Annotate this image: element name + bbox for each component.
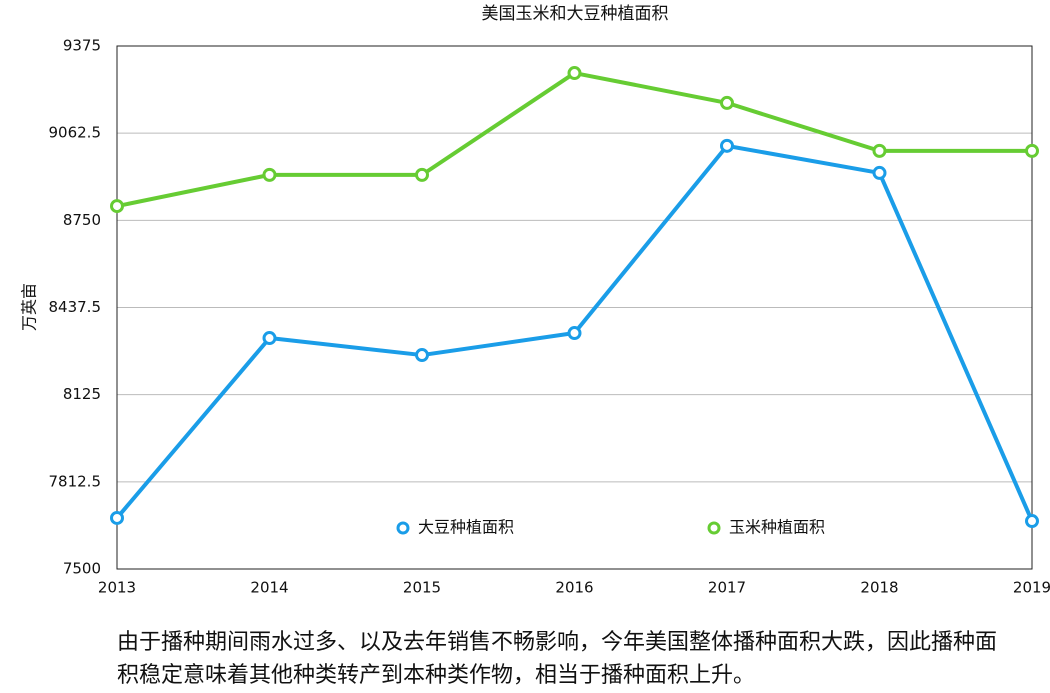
- y-tick-label: 9062.5: [49, 124, 102, 142]
- legend-marker: [396, 521, 410, 535]
- x-tick-label: 2013: [98, 579, 136, 597]
- x-tick-label: 2016: [555, 579, 593, 597]
- x-tick-label: 2018: [860, 579, 898, 597]
- x-tick-label: 2017: [708, 579, 746, 597]
- x-tick-label: 2014: [250, 579, 288, 597]
- legend-label: 玉米种植面积: [729, 518, 825, 537]
- y-tick-label: 8437.5: [49, 298, 102, 316]
- y-tick-label: 8750: [63, 211, 101, 229]
- point: [262, 167, 277, 182]
- point: [872, 143, 887, 158]
- x-tick-label: 2015: [403, 579, 441, 597]
- point: [567, 66, 582, 81]
- y-tick-label: 9375: [63, 37, 101, 55]
- point: [567, 326, 582, 341]
- plot-frame: [116, 45, 1033, 570]
- series-line: [116, 71, 1032, 209]
- y-tick-label: 7500: [63, 560, 101, 578]
- point: [110, 199, 124, 214]
- point: [415, 167, 429, 182]
- point: [110, 510, 124, 525]
- point: [415, 348, 429, 363]
- point: [262, 331, 277, 346]
- point: [720, 138, 734, 153]
- legend-label: 大豆种植面积: [418, 518, 514, 537]
- legend-marker: [707, 521, 721, 535]
- chart: 美国玉米和大豆种植面积 万英亩 7500 7812.5 8125 8437.5 8750…: [20, 4, 1050, 597]
- point: [872, 165, 887, 180]
- y-tick-label: 8125: [63, 385, 101, 403]
- point: [1025, 514, 1039, 529]
- chart-title: 美国玉米和大豆种植面积: [482, 4, 669, 24]
- point: [1025, 143, 1039, 158]
- y-axis-label: 万英亩: [20, 283, 39, 331]
- caption: 由于播种期间雨水过多、以及去年销售不畅影响，今年美国整体播种面积大跌，因此播种面…: [117, 630, 998, 688]
- x-tick-label: 2019: [1013, 579, 1050, 597]
- point: [720, 95, 734, 110]
- y-tick-label: 7812.5: [49, 472, 102, 490]
